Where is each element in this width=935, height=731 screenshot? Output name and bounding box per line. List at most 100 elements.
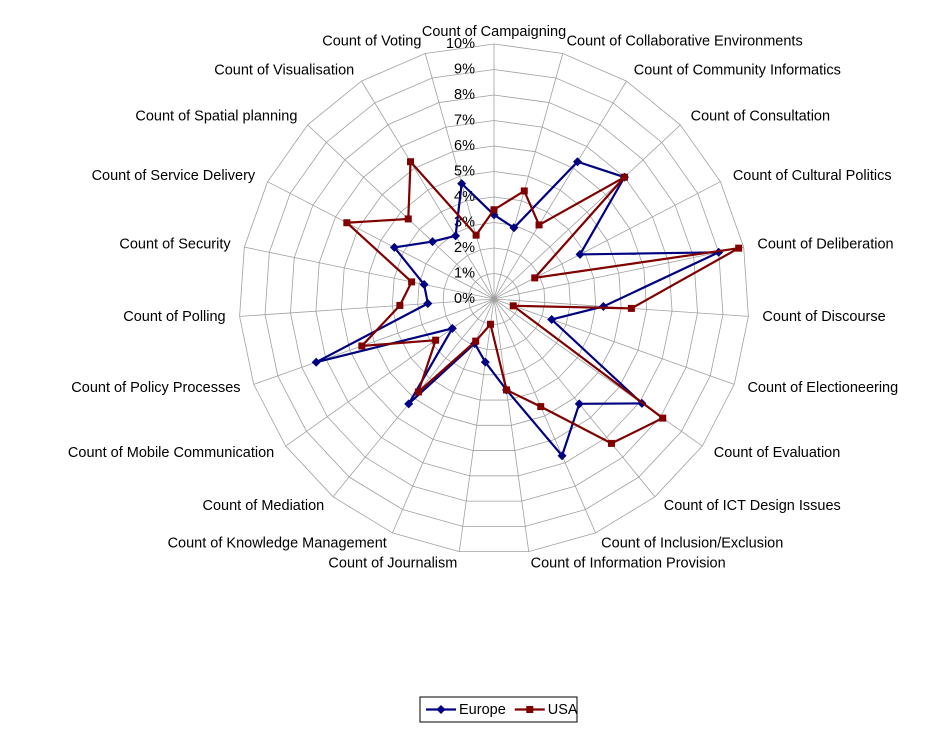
spoke <box>493 298 530 552</box>
marker <box>408 278 416 286</box>
y-tick-label: 0% <box>454 291 475 307</box>
marker <box>419 279 429 289</box>
spoke <box>253 298 495 385</box>
spoke <box>493 298 735 385</box>
marker <box>537 403 545 411</box>
marker <box>531 274 539 282</box>
category-label: Count of Campaigning <box>422 24 566 40</box>
spoke <box>424 53 495 300</box>
spoke <box>493 53 564 300</box>
marker <box>472 231 480 239</box>
marker <box>620 173 628 181</box>
series-line <box>344 158 740 445</box>
marker <box>487 320 495 328</box>
marker <box>509 223 519 233</box>
marker <box>547 314 557 324</box>
marker <box>428 237 438 247</box>
marker <box>389 242 399 252</box>
category-label: Count of Security <box>119 237 231 253</box>
marker <box>607 439 615 447</box>
category-label: Count of ICT Design Issues <box>664 498 841 514</box>
spoke <box>493 124 681 300</box>
grid-ring <box>340 145 648 451</box>
category-label: Count of Journalism <box>328 555 457 571</box>
category-label: Count of Knowledge Management <box>168 536 387 552</box>
marker <box>735 244 743 252</box>
category-label: Count of Service Delivery <box>92 168 256 184</box>
marker <box>480 357 490 367</box>
marker <box>598 301 608 311</box>
marker <box>432 336 440 344</box>
spoke <box>458 298 495 552</box>
marker <box>404 215 412 223</box>
marker <box>457 179 467 189</box>
spoke <box>493 298 703 447</box>
marker <box>396 301 404 309</box>
legend-marker <box>526 706 534 713</box>
category-label: Count of Policy Processes <box>71 380 240 396</box>
legend-label: USA <box>548 702 578 718</box>
marker <box>490 206 498 214</box>
category-label: Count of Evaluation <box>714 445 841 461</box>
marker <box>572 157 582 167</box>
grid-ring <box>264 69 724 527</box>
marker <box>535 221 543 229</box>
y-tick-label: 10% <box>446 36 475 52</box>
spoke <box>239 298 495 317</box>
marker <box>574 399 584 409</box>
y-tick-label: 4% <box>454 189 475 205</box>
y-tick-label: 6% <box>454 138 475 154</box>
y-tick-label: 8% <box>454 87 475 103</box>
marker <box>503 386 511 394</box>
category-label: Count of Spatial planning <box>135 109 297 125</box>
y-tick-label: 2% <box>454 240 475 256</box>
marker <box>627 304 635 312</box>
category-label: Count of Polling <box>123 309 225 325</box>
marker <box>407 158 415 166</box>
spoke <box>392 298 495 534</box>
marker <box>404 399 414 409</box>
y-tick-label: 9% <box>454 61 475 77</box>
spoke <box>361 80 495 300</box>
marker <box>311 357 321 367</box>
y-tick-label: 7% <box>454 112 475 128</box>
marker <box>472 337 480 345</box>
marker <box>447 323 457 333</box>
y-tick-label: 5% <box>454 163 475 179</box>
category-label: Count of Deliberation <box>757 237 893 253</box>
marker <box>358 342 366 350</box>
marker <box>451 231 461 241</box>
category-label: Count of Community Informatics <box>634 63 841 79</box>
spoke <box>267 181 495 300</box>
legend: Europe USA <box>419 696 578 723</box>
marker <box>423 299 433 309</box>
category-label: Count of Visualisation <box>214 63 354 79</box>
spoke <box>493 298 656 498</box>
marker <box>557 451 567 461</box>
category-label: Count of Mobile Communication <box>68 445 274 461</box>
spoke <box>285 298 495 447</box>
legend-label: Europe <box>459 702 506 718</box>
category-label: Count of Discourse <box>762 309 885 325</box>
spoke <box>307 124 495 300</box>
marker <box>343 219 351 227</box>
legend-marker <box>436 705 446 714</box>
spoke <box>244 246 495 300</box>
category-label: Count of Cultural Politics <box>733 168 892 184</box>
category-label: Count of Information Provision <box>531 555 726 571</box>
series-line <box>315 160 720 458</box>
category-label: Count of Consultation <box>691 109 830 125</box>
category-label: Count of Electioneering <box>747 380 898 396</box>
spoke <box>493 298 596 534</box>
category-label: Count of Inclusion/Exclusion <box>601 536 783 552</box>
category-label: Count of Mediation <box>203 498 325 514</box>
y-tick-label: 1% <box>454 265 475 281</box>
grid-ring <box>239 43 749 553</box>
spoke <box>493 80 627 300</box>
spoke <box>332 298 495 498</box>
marker <box>414 388 422 396</box>
marker <box>575 249 585 259</box>
marker <box>520 187 528 195</box>
category-label: Count of Voting <box>322 34 421 50</box>
